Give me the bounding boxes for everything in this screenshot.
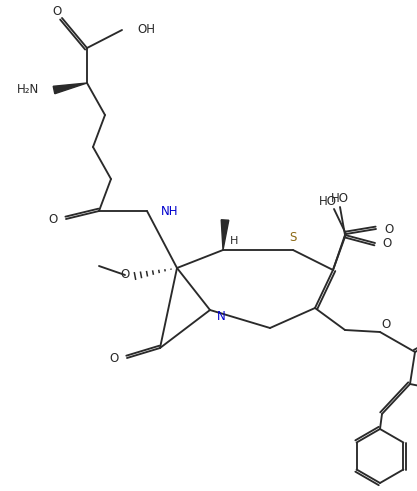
Text: OH: OH bbox=[137, 23, 155, 35]
Text: O: O bbox=[121, 269, 130, 281]
Text: NH: NH bbox=[161, 204, 178, 218]
Text: HO: HO bbox=[319, 194, 337, 208]
Text: H: H bbox=[230, 236, 238, 246]
Polygon shape bbox=[53, 83, 87, 94]
Text: O: O bbox=[384, 222, 394, 236]
Polygon shape bbox=[221, 220, 229, 250]
Text: O: O bbox=[109, 352, 118, 364]
Text: O: O bbox=[382, 318, 391, 330]
Text: S: S bbox=[289, 230, 296, 244]
Text: O: O bbox=[53, 4, 62, 18]
Text: HO: HO bbox=[331, 191, 349, 204]
Text: O: O bbox=[48, 213, 58, 225]
Text: O: O bbox=[382, 237, 392, 249]
Text: N: N bbox=[217, 310, 226, 324]
Text: H₂N: H₂N bbox=[17, 82, 39, 96]
